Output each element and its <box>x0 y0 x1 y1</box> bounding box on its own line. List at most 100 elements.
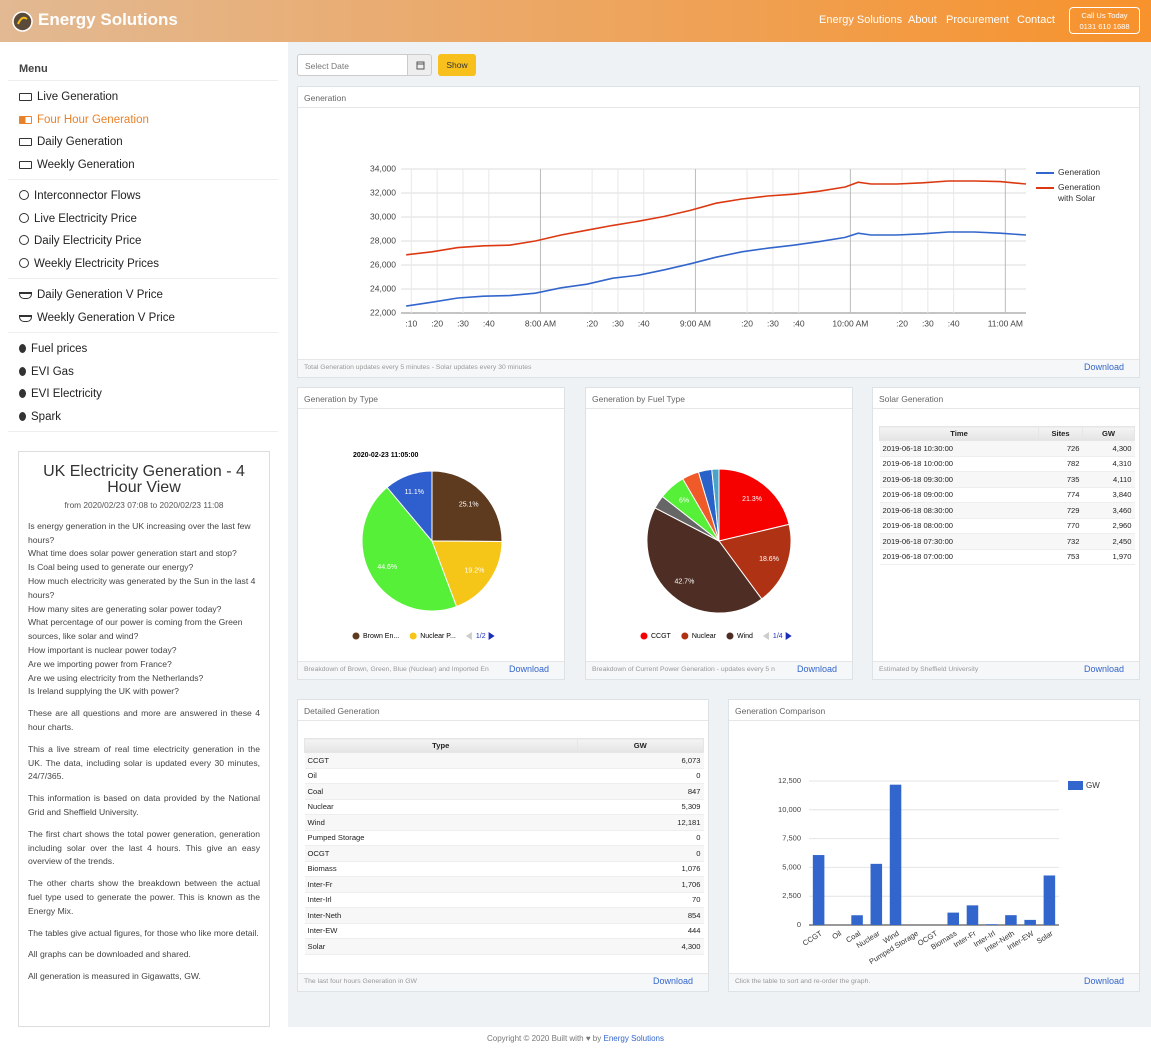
menu-item[interactable]: EVI Gas <box>8 361 278 384</box>
menu-item[interactable]: Live Generation <box>8 86 278 109</box>
header: Energy Solutions Energy Solutions About … <box>0 0 1151 42</box>
table-cell: 4,300 <box>1082 440 1135 457</box>
menu-label: Daily Generation V Price <box>37 289 163 301</box>
date-input[interactable]: Select Date <box>297 54 407 76</box>
table-row: 2019-06-18 09:30:00 735 4,110 <box>879 471 1135 488</box>
legend-label: Generation <box>1058 167 1101 177</box>
table-cell: 2019-06-18 08:00:00 <box>879 518 1039 534</box>
menu-label: Live Generation <box>37 91 119 103</box>
line-chart: 22,000 24,000 26,000 28,000 30,000 32,000 34,0… <box>370 163 1027 328</box>
legend-label: CCGT <box>651 633 672 640</box>
x-tick-label: :40 <box>793 318 805 328</box>
download-link[interactable]: Download <box>793 664 837 674</box>
menu-label: Weekly Generation <box>37 158 135 171</box>
pie-slice <box>431 470 503 542</box>
menu-label: EVI Gas <box>31 365 74 378</box>
menu-item[interactable]: Spark <box>8 406 278 429</box>
bar <box>1043 875 1056 925</box>
menu-item[interactable]: Daily Generation V Price <box>8 284 278 307</box>
download-link[interactable]: Download <box>1080 664 1124 674</box>
menu-label: Daily Generation <box>37 136 123 148</box>
nav-link[interactable]: Contact <box>1017 14 1055 26</box>
table-cell: 4,110 <box>1082 471 1135 488</box>
menu-item[interactable]: Interconnector Flows <box>8 185 278 208</box>
x-tick-label: :30 <box>612 318 624 328</box>
comparison-panel: 0 2,500 5,000 7,500 10,000 12,500 CCGT Oil Coal N… <box>728 699 1140 992</box>
pie-slice <box>646 507 763 614</box>
brand[interactable]: Energy Solutions <box>38 10 178 29</box>
menu-item[interactable]: Weekly Electricity Prices <box>8 253 278 276</box>
menu-icon <box>19 212 29 223</box>
x-tick-label: :40 <box>948 318 960 328</box>
table-cell: 70 <box>577 892 704 908</box>
solar-panel: Solar Generation Time Sites GW 2019-06-18 1… <box>872 387 1140 680</box>
menu-icon <box>19 314 32 322</box>
bar <box>1005 915 1017 925</box>
table-row: Inter-Fr 1,706 <box>304 876 704 893</box>
info-paragraph: The first chart shows the total power ge… <box>28 828 260 867</box>
y-tick-label: 0 <box>797 920 801 929</box>
menu-item[interactable]: Four Hour Generation <box>8 109 278 132</box>
slice-label: 19.2% <box>465 567 485 574</box>
nav-link[interactable]: Procurement <box>946 14 1009 26</box>
table-cell: OCGT <box>304 845 578 862</box>
pie-slice <box>431 540 503 608</box>
nav-link[interactable]: Energy Solutions <box>819 14 903 26</box>
y-tick-label: 10,000 <box>778 805 801 814</box>
menu-icon <box>19 115 32 124</box>
pie-slice <box>361 486 458 612</box>
table-row: 2019-06-18 10:00:00 782 4,310 <box>879 456 1135 472</box>
menu-item[interactable]: Fuel prices <box>8 338 278 361</box>
menu-item[interactable]: Weekly Generation <box>8 154 278 177</box>
table-cell: 0 <box>577 768 704 784</box>
calendar-icon <box>416 61 425 70</box>
show-button[interactable]: Show <box>438 54 476 76</box>
y-tick-label: 34,000 <box>370 163 396 173</box>
download-link[interactable]: Download <box>505 664 549 674</box>
table-cell: 732 <box>1038 533 1083 550</box>
table-cell: Solar <box>304 938 578 955</box>
call-phone: 0131 610 1688 <box>1079 22 1130 31</box>
menu-icon <box>19 190 29 200</box>
info-question: Is energy generation in the UK increasin… <box>28 520 251 545</box>
legend-next[interactable] <box>785 632 792 640</box>
call-label: Call Us Today <box>1081 11 1128 20</box>
y-tick-label: 28,000 <box>370 235 396 245</box>
slice-label: 11.1% <box>405 489 424 496</box>
x-tick-label: :20 <box>431 318 443 328</box>
table-cell: 2,960 <box>1082 518 1135 534</box>
pie-slice <box>718 468 790 542</box>
pie-slice <box>711 468 720 542</box>
legend-dot <box>681 632 689 640</box>
footer-note: Total Generation updates every 5 minutes… <box>304 364 532 371</box>
y-tick-label: 12,500 <box>778 776 801 785</box>
x-tick-label: :20 <box>586 318 598 328</box>
menu-group: Interconnector Flows Live Electricity Pri… <box>8 180 278 279</box>
x-tick-label: Oil <box>830 929 843 942</box>
menu-item[interactable]: Daily Electricity Price <box>8 230 278 253</box>
legend-next[interactable] <box>488 632 495 640</box>
panel-footer: Estimated by Sheffield University Downloa… <box>873 661 1139 679</box>
menu-item[interactable]: Weekly Generation V Price <box>8 307 278 330</box>
nav-link[interactable]: About <box>908 14 937 26</box>
table-cell: Wind <box>304 814 578 831</box>
info-question: How important is nuclear power today? <box>28 644 177 655</box>
info-box: UK Electricity Generation - 4 Hour View … <box>18 451 270 1027</box>
call-button[interactable]: Call Us Today 0131 610 1688 <box>1069 7 1140 34</box>
info-question: What percentage of our power is coming f… <box>28 617 243 642</box>
table-cell: 2019-06-18 10:30:00 <box>879 440 1039 457</box>
download-link[interactable]: Download <box>649 976 693 986</box>
download-link[interactable]: Download <box>1080 976 1124 986</box>
table-row: 2019-06-18 09:00:00 774 3,840 <box>879 487 1135 503</box>
footer-link[interactable]: Energy Solutions <box>603 1034 664 1043</box>
download-link[interactable]: Download <box>1080 362 1124 372</box>
menu-label: Interconnector Flows <box>34 190 141 202</box>
menu-item[interactable]: Live Electricity Price <box>8 208 278 231</box>
menu-item[interactable]: EVI Electricity <box>8 383 278 406</box>
menu-item[interactable]: Daily Generation <box>8 131 278 154</box>
menu-icon <box>19 292 32 299</box>
x-tick-label: :40 <box>483 318 495 328</box>
table-cell: 3,460 <box>1082 502 1135 519</box>
calendar-button[interactable] <box>407 54 432 76</box>
info-questions: Is energy generation in the UK increasin… <box>28 520 260 699</box>
